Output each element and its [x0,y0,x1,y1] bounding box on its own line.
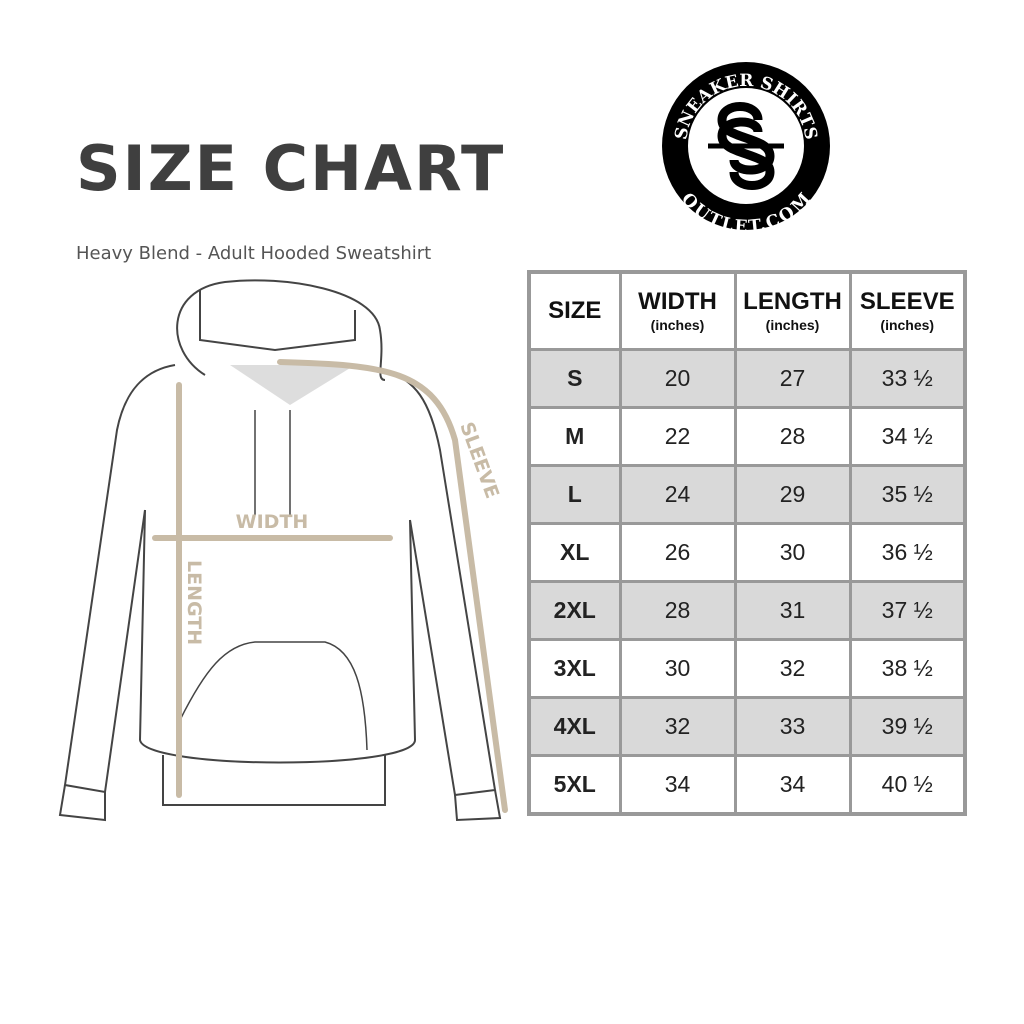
column-header-length: LENGTH (inches) [733,270,852,351]
measure-cell: 30 [618,638,737,699]
size-cell: S [527,348,622,409]
size-cell: 2XL [527,580,622,641]
page-title: SIZE CHART [76,132,506,205]
table-row: XL 26 30 36 ½ [527,522,967,583]
size-cell: 4XL [527,696,622,757]
size-cell: L [527,464,622,525]
header-label: WIDTH [638,288,717,315]
table-row: L 24 29 35 ½ [527,464,967,525]
measure-cell: 40 ½ [848,754,967,816]
measure-cell: 20 [618,348,737,409]
measure-cell: 34 ½ [848,406,967,467]
measure-cell: 39 ½ [848,696,967,757]
measure-cell: 33 ½ [848,348,967,409]
size-cell: XL [527,522,622,583]
size-cell: M [527,406,622,467]
header-label: LENGTH [743,288,842,315]
size-table: SIZE WIDTH (inches) LENGTH (inches) SLEEVE (in… [527,270,967,816]
column-header-size: SIZE [527,270,622,351]
table-row: 2XL 28 31 37 ½ [527,580,967,641]
header-unit: (inches) [880,317,935,333]
table-row: S 20 27 33 ½ [527,348,967,409]
measure-cell: 34 [618,754,737,816]
measure-cell: 28 [618,580,737,641]
header-unit: (inches) [650,317,705,333]
measure-cell: 35 ½ [848,464,967,525]
table-row: 3XL 30 32 38 ½ [527,638,967,699]
measure-cell: 29 [733,464,852,525]
column-header-width: WIDTH (inches) [618,270,737,351]
measure-cell: 33 [733,696,852,757]
size-cell: 5XL [527,754,622,816]
header-label: SIZE [548,297,602,324]
monogram-icon [708,102,784,190]
measure-cell: 24 [618,464,737,525]
header-label: SLEEVE [859,288,955,315]
table-row: 4XL 32 33 39 ½ [527,696,967,757]
measure-cell: 38 ½ [848,638,967,699]
measure-cell: 31 [733,580,852,641]
column-header-sleeve: SLEEVE (inches) [848,270,967,351]
measure-cell: 37 ½ [848,580,967,641]
length-label: LENGTH [183,560,205,645]
brand-logo: SNEAKER SHIRTS OUTLET.COM [662,62,830,232]
header-unit: (inches) [765,317,820,333]
measure-cell: 32 [618,696,737,757]
measure-cell: 30 [733,522,852,583]
product-subtitle: Heavy Blend - Adult Hooded Sweatshirt [76,243,432,264]
measure-cell: 32 [733,638,852,699]
table-row: M 22 28 34 ½ [527,406,967,467]
measure-cell: 27 [733,348,852,409]
measure-cell: 28 [733,406,852,467]
measure-cell: 34 [733,754,852,816]
measure-cell: 26 [618,522,737,583]
width-label: WIDTH [236,511,309,533]
measure-cell: 36 ½ [848,522,967,583]
hoodie-diagram: WIDTH LENGTH SLEEVE [58,279,508,822]
measure-cell: 22 [618,406,737,467]
table-row: 5XL 34 34 40 ½ [527,754,967,816]
size-cell: 3XL [527,638,622,699]
